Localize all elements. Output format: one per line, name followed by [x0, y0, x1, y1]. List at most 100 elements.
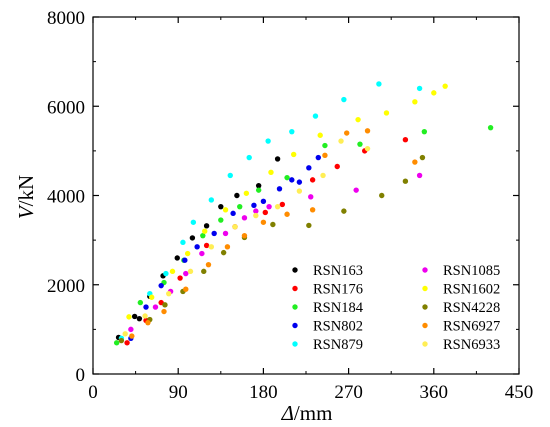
data-point — [166, 290, 172, 297]
data-point — [431, 90, 437, 96]
data-point — [255, 187, 262, 193]
data-point — [338, 138, 344, 144]
data-point — [162, 302, 168, 308]
data-point — [203, 242, 210, 249]
data-point — [189, 235, 196, 241]
data-point — [262, 209, 268, 216]
data-point — [260, 198, 267, 205]
data-point — [306, 222, 312, 229]
y-tick-label: 0 — [76, 365, 86, 386]
data-point — [309, 177, 316, 183]
data-point — [412, 99, 418, 105]
legend-entry: RSN802 — [292, 319, 363, 335]
data-point — [274, 156, 281, 162]
data-point — [158, 282, 164, 289]
data-point — [230, 210, 236, 217]
data-point — [241, 232, 248, 239]
legend-entry: RSN4228 — [422, 300, 500, 316]
series-RSN6927 — [129, 128, 418, 339]
data-point — [270, 221, 276, 228]
data-point — [308, 194, 314, 200]
data-point — [487, 124, 494, 131]
data-point — [169, 268, 176, 275]
data-point — [322, 152, 328, 159]
series-RSN163 — [115, 156, 281, 341]
x-tick-label: 90 — [169, 382, 188, 403]
series-RSN802 — [128, 154, 322, 341]
data-point — [253, 208, 259, 214]
data-point — [419, 154, 426, 161]
legend: RSN163 RSN176 RSN184 RSN802 RSN879 RSN1085 RSN… — [292, 263, 500, 353]
legend-marker — [422, 322, 428, 329]
data-point — [129, 333, 135, 339]
data-point — [145, 319, 151, 326]
data-point — [416, 172, 423, 179]
data-point — [251, 202, 257, 209]
data-point — [180, 239, 186, 246]
legend-label: RSN163 — [313, 263, 363, 279]
data-point — [234, 192, 240, 199]
series-RSN1085 — [128, 172, 423, 333]
data-point — [317, 132, 323, 138]
data-point — [124, 340, 130, 346]
data-point — [306, 165, 312, 171]
data-point — [383, 110, 390, 116]
data-point — [274, 203, 281, 210]
data-point — [296, 179, 303, 185]
data-point — [284, 174, 290, 181]
data-point — [203, 223, 210, 229]
y-tick-label: 4000 — [47, 187, 85, 208]
data-point — [222, 207, 229, 213]
legend-entry: RSN1085 — [422, 263, 500, 279]
data-point — [205, 261, 212, 268]
tick-labels: 0 90 180 270 360 450 0 2000 4000 6000 8000 — [47, 8, 533, 403]
legend-entry: RSN163 — [292, 263, 363, 279]
legend-marker — [292, 304, 298, 310]
y-axis-symbol: V — [14, 204, 38, 219]
x-tick-label: 360 — [420, 382, 449, 403]
legend-marker — [422, 267, 428, 273]
legend-label: RSN1085 — [443, 263, 500, 279]
series-RSN176 — [124, 137, 409, 346]
data-point — [187, 268, 194, 275]
data-point — [142, 313, 148, 319]
legend-label: RSN176 — [313, 282, 363, 298]
legend-entry: RSN6927 — [422, 319, 500, 335]
y-tick-label: 8000 — [47, 8, 85, 29]
data-point — [344, 130, 350, 136]
x-tick-label: 270 — [334, 382, 363, 403]
legend-marker — [422, 304, 428, 310]
data-point — [421, 128, 428, 135]
legend-entry: RSN1602 — [422, 282, 500, 298]
data-point — [199, 250, 205, 257]
data-point — [174, 255, 180, 261]
x-tick-label: 180 — [249, 382, 278, 403]
data-point — [290, 151, 297, 158]
legend-label: RSN879 — [313, 337, 363, 353]
data-point — [202, 228, 208, 234]
data-point — [334, 163, 340, 170]
data-point — [137, 299, 144, 306]
legend-marker — [292, 341, 298, 347]
data-point — [113, 340, 120, 346]
x-tick-label: 0 — [88, 382, 98, 403]
data-point — [152, 304, 159, 310]
legend-label: RSN4228 — [443, 300, 500, 316]
legend-label: RSN802 — [313, 319, 363, 335]
data-point — [357, 141, 363, 147]
legend-marker — [422, 341, 428, 347]
data-point — [222, 230, 229, 237]
data-point — [402, 137, 409, 143]
legend-marker — [292, 322, 298, 329]
data-point — [402, 178, 409, 184]
legend-label: RSN184 — [313, 300, 364, 316]
data-point — [224, 244, 231, 250]
series-RSN879 — [118, 81, 423, 341]
data-point — [161, 308, 167, 315]
data-point — [355, 116, 361, 123]
data-point — [218, 203, 224, 210]
data-point — [122, 331, 128, 337]
x-tick-label: 450 — [505, 382, 534, 403]
data-point — [211, 230, 217, 237]
